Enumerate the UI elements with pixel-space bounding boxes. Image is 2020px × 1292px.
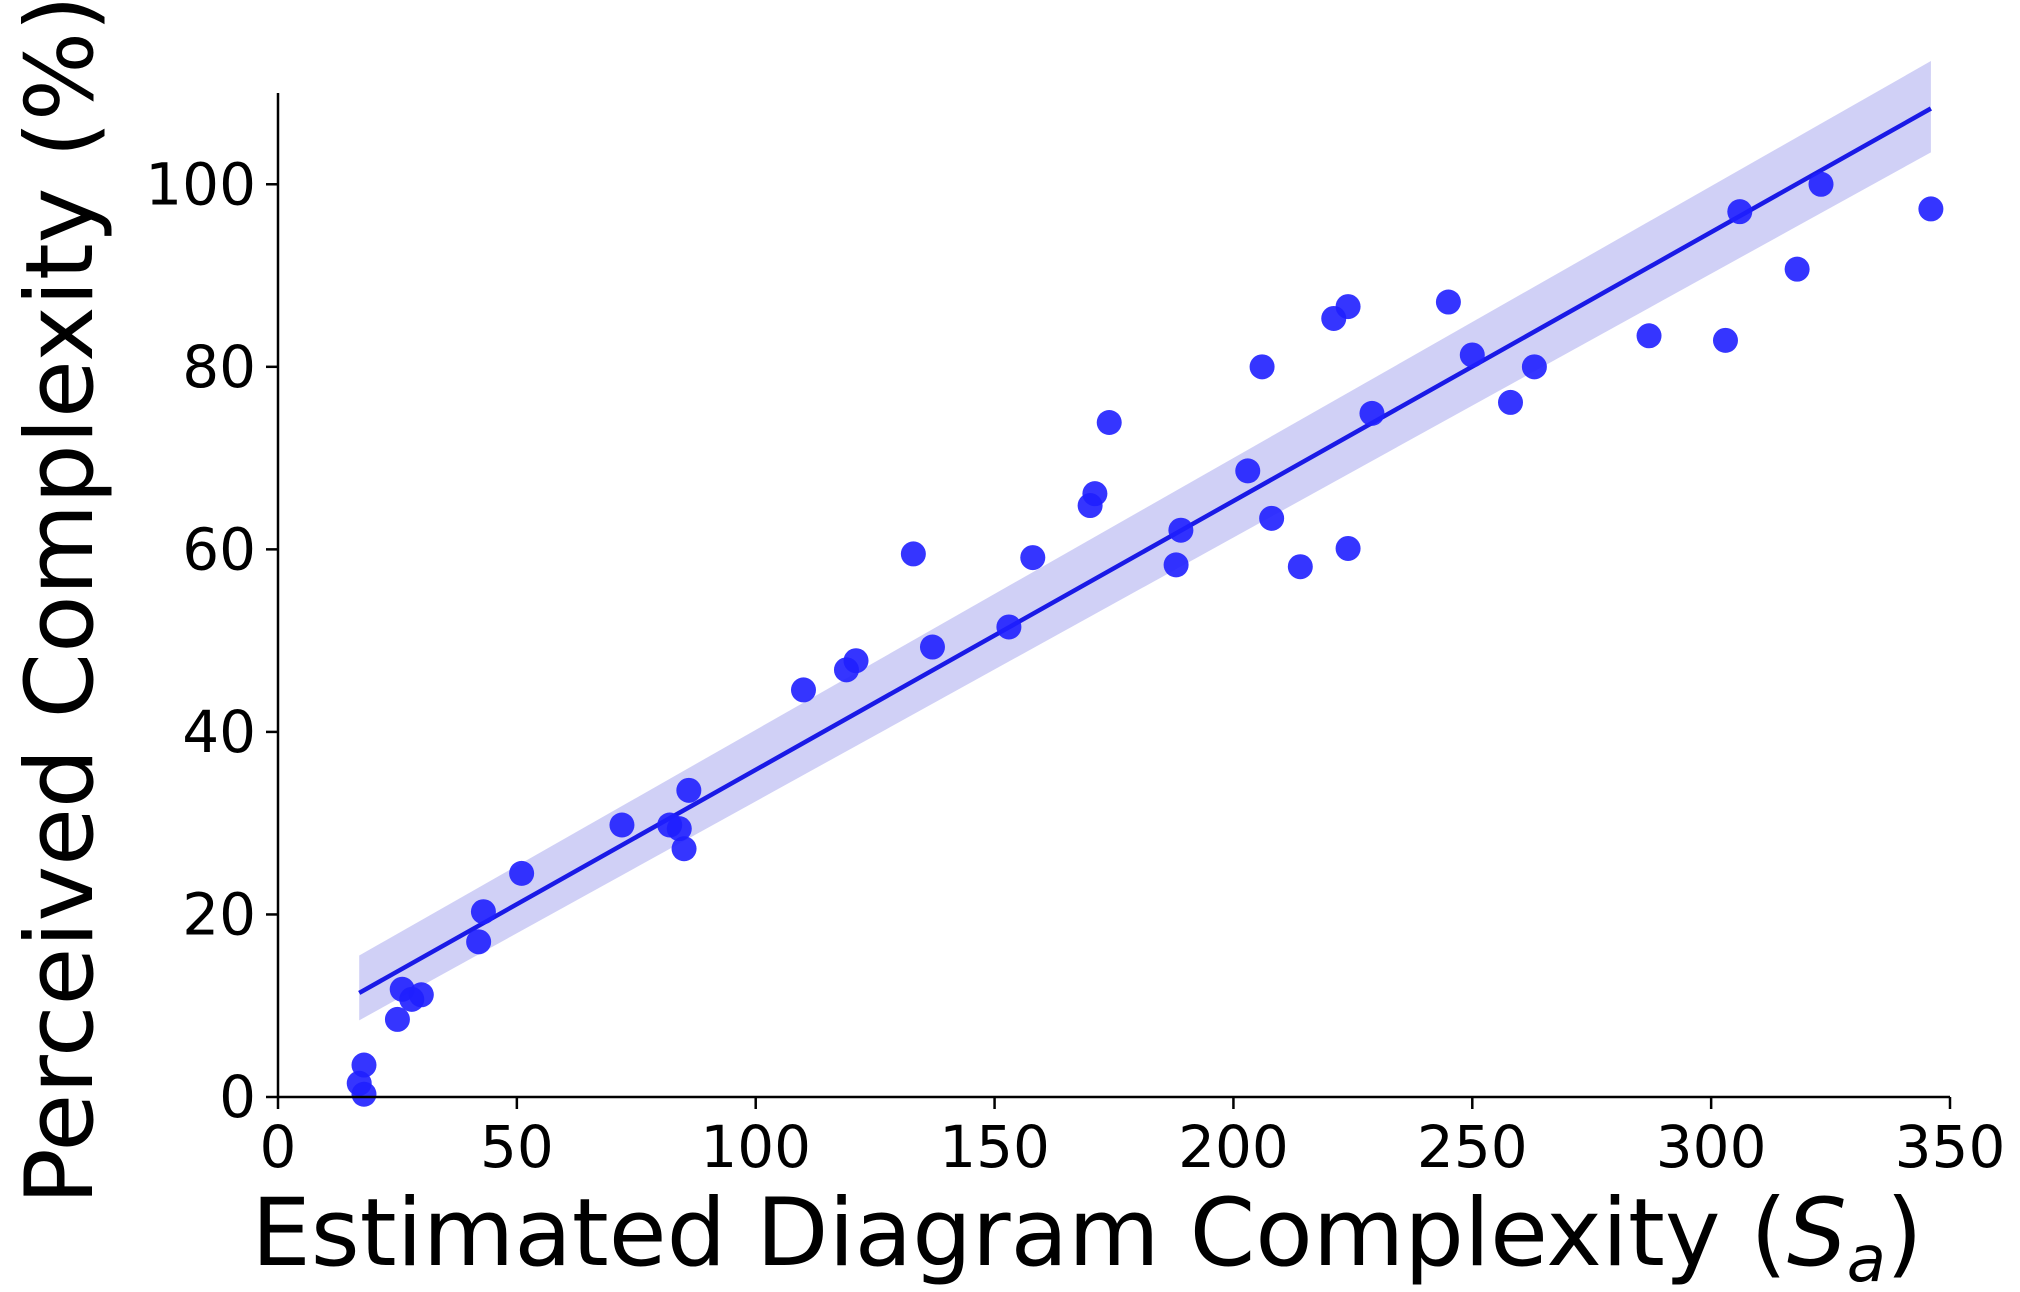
x-tick-label: 350 — [1895, 1113, 2006, 1181]
x-axis-label-text: Estimated Diagram Complexity ( — [251, 1179, 1787, 1288]
data-point — [1636, 323, 1662, 349]
regression-line-layer — [358, 106, 1932, 995]
data-point — [1082, 481, 1108, 507]
x-tick-label: 250 — [1417, 1113, 1528, 1181]
data-point — [384, 1006, 410, 1032]
data-point — [1727, 199, 1753, 225]
data-point — [843, 648, 869, 674]
data-point — [509, 860, 535, 886]
data-point — [1918, 196, 1944, 222]
data-point — [1020, 545, 1046, 571]
data-point — [900, 541, 926, 567]
y-tick-label: 20 — [182, 880, 256, 948]
x-tick-label: 300 — [1656, 1113, 1767, 1181]
data-point — [466, 929, 492, 955]
x-axis-label-close: ) — [1886, 1179, 1923, 1288]
y-tick-label: 80 — [182, 333, 256, 401]
y-axis-label: Perceived Complexity (%) — [6, 0, 115, 1205]
x-axis-label-subscript: a — [1847, 1223, 1886, 1292]
y-tick-label: 0 — [219, 1063, 256, 1131]
data-point — [351, 1052, 377, 1078]
data-points-layer — [346, 171, 1944, 1107]
x-tick-label: 0 — [260, 1113, 297, 1181]
data-point — [666, 816, 692, 842]
data-point — [1235, 458, 1261, 484]
data-point — [609, 812, 635, 838]
x-tick-label: 100 — [700, 1113, 811, 1181]
data-point — [1096, 409, 1122, 435]
data-point — [1459, 342, 1485, 368]
data-point — [996, 614, 1022, 640]
data-point — [1435, 289, 1461, 315]
data-point — [1784, 256, 1810, 282]
confidence-band-layer — [359, 61, 1931, 1021]
data-point — [790, 677, 816, 703]
data-point — [1808, 171, 1834, 197]
data-point — [470, 899, 496, 925]
confidence-band — [359, 61, 1931, 1021]
y-tick-label: 100 — [145, 150, 256, 218]
data-point — [1359, 400, 1385, 426]
data-point — [351, 1081, 377, 1107]
data-point — [1712, 327, 1738, 353]
regression-line — [358, 106, 1932, 995]
data-point — [1335, 294, 1361, 320]
data-point — [1249, 354, 1275, 380]
x-tick-label: 200 — [1178, 1113, 1289, 1181]
data-point — [671, 836, 697, 862]
data-point — [1335, 535, 1361, 561]
data-point — [1259, 505, 1285, 531]
x-axis-label-symbol: S — [1787, 1179, 1847, 1288]
axes-layer — [276, 93, 1950, 1099]
x-tick-label: 50 — [480, 1113, 554, 1181]
data-point — [1163, 552, 1189, 578]
data-point — [1287, 554, 1313, 580]
x-tick-label: 150 — [939, 1113, 1050, 1181]
data-point — [676, 777, 702, 803]
data-point — [408, 982, 434, 1008]
data-point — [1498, 389, 1524, 415]
data-point — [1521, 354, 1547, 380]
data-point — [1168, 517, 1194, 543]
y-tick-label: 60 — [182, 515, 256, 583]
y-ticks-layer: 0 20 40 60 80 100 — [145, 150, 278, 1131]
y-tick-label: 40 — [182, 698, 256, 766]
data-point — [919, 634, 945, 660]
x-ticks-layer: 0 50 100 150 200 250 300 350 — [260, 1097, 2006, 1181]
x-axis-label: Estimated Diagram Complexity (Sa) — [251, 1179, 1922, 1292]
